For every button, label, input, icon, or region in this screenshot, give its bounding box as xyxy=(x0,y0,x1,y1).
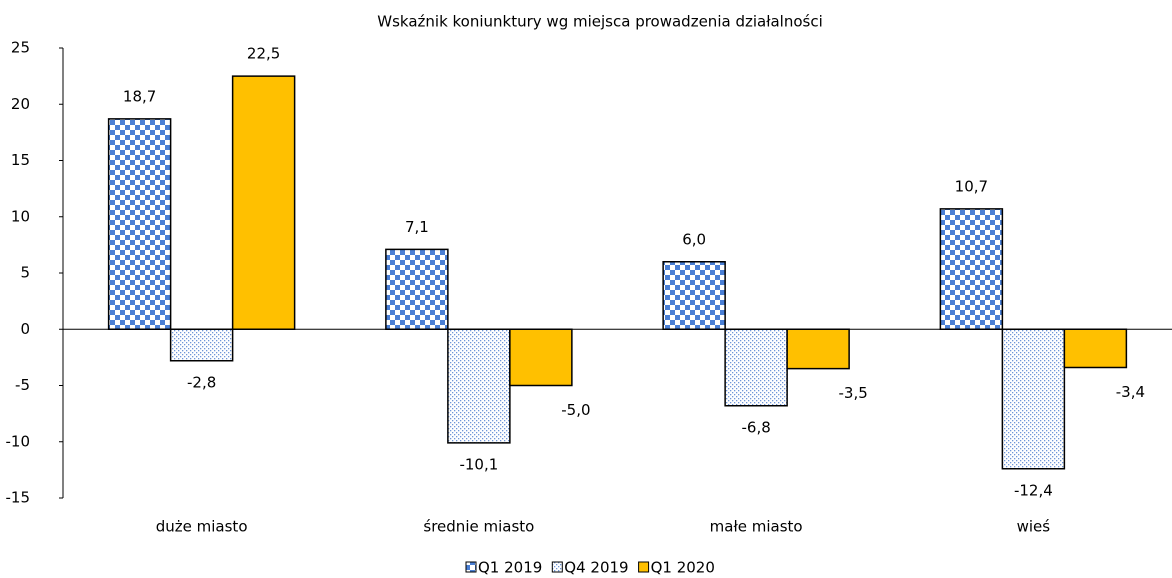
value-label: -2,8 xyxy=(187,373,216,391)
bar xyxy=(169,328,234,362)
value-label: -3,5 xyxy=(838,384,867,402)
y-tick-label: -5 xyxy=(15,376,30,394)
y-tick-label: -10 xyxy=(6,432,31,450)
y-tick-label: 25 xyxy=(11,39,30,57)
bar xyxy=(509,328,573,387)
value-label: -5,0 xyxy=(561,401,590,419)
value-label: 7,1 xyxy=(405,218,429,236)
bar xyxy=(1001,328,1066,470)
value-label: -10,1 xyxy=(459,455,498,473)
bar xyxy=(1063,328,1128,369)
y-tick-label: 5 xyxy=(20,264,30,282)
bar xyxy=(107,118,172,330)
bar xyxy=(231,75,296,330)
value-label: 10,7 xyxy=(955,177,988,195)
legend-label: Q4 2019 xyxy=(564,559,628,577)
value-label: -6,8 xyxy=(741,418,770,436)
x-tick-label: małe miasto xyxy=(710,518,803,536)
legend-swatch xyxy=(551,561,563,573)
bar xyxy=(786,328,850,370)
legend-label: Q1 2019 xyxy=(478,559,542,577)
x-tick-label: wieś xyxy=(1017,518,1051,536)
y-tick-label: 15 xyxy=(11,151,30,169)
value-label: 22,5 xyxy=(247,45,280,63)
value-label: 6,0 xyxy=(682,230,706,248)
x-tick-label: średnie miasto xyxy=(423,518,534,536)
bar xyxy=(939,208,1004,330)
value-label: -12,4 xyxy=(1014,481,1053,499)
y-tick-label: 20 xyxy=(11,95,30,113)
value-label: -3,4 xyxy=(1116,383,1145,401)
bar xyxy=(662,261,726,330)
x-tick-label: duże miasto xyxy=(156,518,248,536)
y-tick-label: 0 xyxy=(20,320,30,338)
legend-swatch xyxy=(465,561,477,573)
value-label: 18,7 xyxy=(123,87,156,105)
legend-swatch xyxy=(638,561,650,573)
bar xyxy=(724,328,788,407)
legend-label: Q1 2020 xyxy=(651,559,715,577)
chart-title: Wskaźnik koniunktury wg miejsca prowadze… xyxy=(377,13,822,31)
y-tick-label: 10 xyxy=(11,207,30,225)
bar xyxy=(447,328,511,444)
bar xyxy=(385,248,449,330)
y-tick-label: -15 xyxy=(6,489,31,507)
